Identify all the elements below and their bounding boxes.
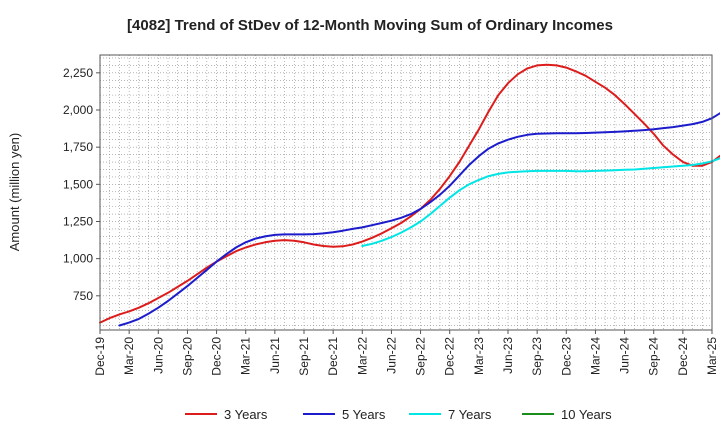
x-tick-label: Dec-23	[559, 337, 573, 376]
y-tick-label: 1,500	[63, 177, 93, 191]
x-tick-label: Dec-22	[443, 337, 457, 376]
legend: 3 Years 5 Years 7 Years 10 Years	[185, 407, 612, 422]
x-tick-label: Sep-24	[647, 337, 661, 376]
series-line-5-years	[118, 112, 720, 327]
x-tick-label: Jun-23	[501, 337, 515, 374]
x-tick-label: Jun-21	[268, 337, 282, 374]
x-tick-label: Jun-22	[384, 337, 398, 374]
y-axis-label: Amount (million yen)	[7, 133, 22, 252]
x-tick-label: Mar-20	[122, 337, 136, 375]
legend-label: 3 Years	[224, 407, 268, 422]
x-tick-label: Mar-23	[472, 337, 486, 375]
x-tick-label: Jun-24	[618, 337, 632, 374]
y-tick-label: 1,000	[63, 252, 93, 266]
y-tick-label: 2,000	[63, 103, 93, 117]
x-tick-label: Jun-20	[151, 337, 165, 374]
x-tick-label: Sep-20	[180, 337, 194, 376]
plot-frame	[99, 54, 713, 331]
y-tick-label: 1,750	[63, 140, 93, 154]
y-tick-label: 2,250	[63, 66, 93, 80]
y-tick-label: 750	[73, 289, 93, 303]
grid	[100, 55, 712, 330]
series-lines	[99, 63, 720, 327]
x-tick-label: Mar-21	[239, 337, 253, 375]
x-tick-label: Mar-25	[705, 337, 719, 375]
x-tick-label: Dec-24	[676, 337, 690, 376]
x-tick-label: Sep-23	[530, 337, 544, 376]
legend-label: 10 Years	[561, 407, 612, 422]
x-tick-label: Dec-19	[93, 337, 107, 376]
x-tick-label: Sep-21	[297, 337, 311, 376]
x-axis: Dec-19 Mar-20 Jun-20 Sep-20 Dec-20 Mar-21 Jun-…	[93, 330, 719, 376]
y-axis: 750 1,000 1,250 1,500 1,750 2,000 2,250	[63, 66, 100, 303]
x-tick-label: Dec-21	[326, 337, 340, 376]
chart-title: [4082] Trend of StDev of 12-Month Moving…	[127, 17, 613, 34]
legend-label: 5 Years	[342, 407, 386, 422]
series-line-7-years	[361, 157, 720, 247]
x-tick-label: Mar-24	[588, 337, 602, 375]
x-tick-label: Sep-22	[414, 337, 428, 376]
y-tick-label: 1,250	[63, 214, 93, 228]
plot-area	[100, 55, 712, 330]
x-tick-label: Dec-20	[210, 337, 224, 376]
x-tick-label: Mar-22	[355, 337, 369, 375]
legend-label: 7 Years	[448, 407, 492, 422]
